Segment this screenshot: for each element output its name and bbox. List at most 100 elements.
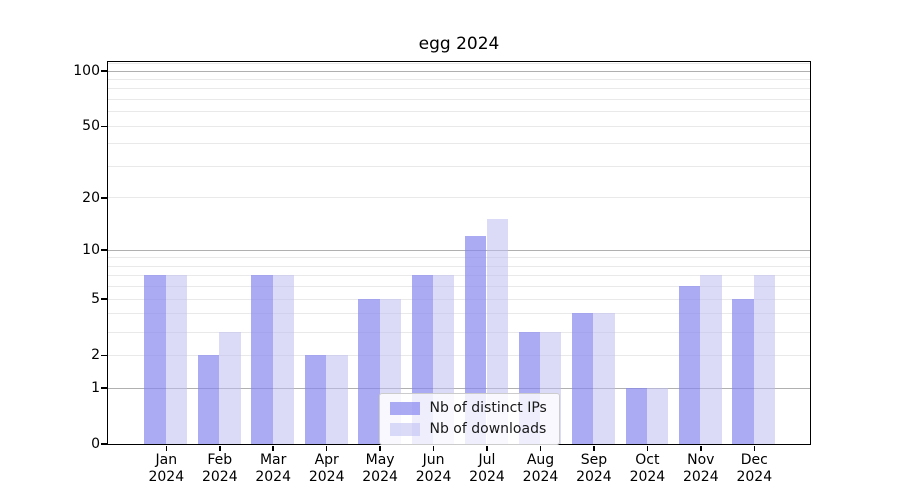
bar (165, 275, 188, 444)
x-tick-month: Sep (580, 452, 608, 468)
bar (219, 331, 241, 444)
x-tick-year: 2024 (522, 469, 559, 485)
x-tick-mark (219, 445, 221, 451)
x-tick-label: Aug 2024 (509, 452, 573, 486)
x-tick-mark (272, 445, 274, 451)
minor-gridline (107, 275, 810, 277)
y-tick-label: 50 (82, 118, 100, 135)
minor-gridline (107, 265, 810, 267)
y-tick-label: 100 (73, 63, 100, 79)
minor-gridline (107, 166, 810, 167)
x-tick-label: Apr 2024 (295, 452, 359, 486)
bar (272, 275, 295, 444)
bar (358, 298, 380, 444)
y-tick-mark (100, 249, 107, 251)
x-tick-month: Dec (740, 452, 768, 468)
minor-gridline (107, 88, 810, 90)
bar (144, 275, 166, 444)
y-tick-mark (100, 197, 107, 199)
bar (700, 275, 722, 444)
x-tick-month: Oct (635, 452, 660, 468)
x-tick-year: 2024 (201, 469, 238, 485)
minor-gridline (107, 286, 810, 288)
y-tick-mark (100, 354, 107, 356)
x-tick-mark (379, 445, 381, 451)
bar (251, 275, 273, 444)
x-tick-mark (325, 445, 328, 451)
x-tick-year: 2024 (415, 469, 452, 485)
gridlines-layer (107, 62, 810, 444)
minor-gridline (107, 298, 810, 300)
legend-item: Nb of distinct IPs (389, 399, 547, 418)
bar (646, 387, 669, 444)
y-tick-mark (100, 387, 107, 389)
x-tick-mark (700, 445, 702, 451)
y-tick-label: 0 (91, 436, 100, 452)
bar (197, 354, 220, 444)
minor-gridline (107, 354, 810, 356)
y-tick-mark (100, 443, 107, 445)
minor-gridline (107, 143, 810, 145)
x-tick-month: Aug (526, 452, 555, 468)
x-tick-mark (646, 445, 649, 451)
major-gridline (107, 387, 810, 389)
y-tick-mark (100, 125, 107, 127)
x-tick-year: 2024 (148, 469, 185, 485)
legend-swatch (389, 401, 420, 415)
minor-gridline (107, 257, 810, 259)
x-tick-month: May (365, 452, 395, 468)
minor-gridline (107, 111, 810, 113)
x-tick-label: Dec 2024 (722, 452, 786, 486)
y-tick-mark (100, 298, 107, 300)
minor-gridline (107, 313, 810, 315)
x-tick-month: Jan (155, 452, 178, 468)
x-tick-year: 2024 (576, 469, 612, 485)
x-tick-mark (432, 445, 435, 451)
legend: Nb of distinct IPs Nb of downloads (378, 392, 560, 445)
plot-area: Nb of distinct IPs Nb of downloads (106, 60, 811, 445)
y-tick-mark (100, 70, 107, 72)
minor-gridline (107, 78, 810, 80)
x-tick-month: Feb (207, 452, 233, 468)
x-tick-year: 2024 (308, 469, 345, 485)
bar (593, 313, 615, 444)
x-tick-mark (539, 445, 542, 451)
x-tick-year: 2024 (682, 469, 719, 485)
x-tick-label: Nov 2024 (669, 452, 733, 486)
x-tick-mark (593, 445, 595, 451)
x-tick-month: Jun (422, 452, 445, 468)
y-tick-label: 1 (91, 380, 100, 396)
bar (326, 354, 348, 444)
legend-label: Nb of distinct IPs (429, 399, 547, 416)
x-tick-mark (486, 445, 488, 451)
major-gridline (107, 70, 810, 72)
x-tick-month: Jul (478, 452, 496, 468)
chart-title: egg 2024 (418, 34, 500, 54)
bar (678, 286, 701, 444)
x-tick-month: Nov (687, 452, 715, 468)
minor-gridline (107, 331, 810, 333)
x-tick-label: Oct 2024 (615, 452, 679, 486)
minor-gridline (107, 197, 810, 199)
y-tick-label: 10 (82, 242, 100, 259)
x-tick-label: Mar 2024 (241, 452, 305, 486)
x-tick-year: 2024 (736, 469, 773, 485)
x-tick-label: Feb 2024 (188, 452, 252, 486)
y-tick-label: 2 (91, 347, 100, 364)
bars-layer (108, 62, 810, 444)
bar (486, 219, 508, 444)
x-tick-label: Jul 2024 (455, 452, 519, 486)
x-tick-year: 2024 (255, 469, 291, 485)
x-tick-mark (753, 445, 755, 451)
bar (465, 236, 487, 444)
legend-item: Nb of downloads (389, 420, 547, 439)
x-tick-label: Sep 2024 (562, 452, 626, 486)
x-tick-label: Jan 2024 (134, 452, 198, 486)
bar (625, 387, 647, 444)
x-tick-label: May 2024 (348, 452, 412, 486)
bar (572, 313, 594, 444)
x-tick-month: Mar (259, 452, 287, 468)
y-tick-label: 5 (91, 291, 100, 308)
minor-gridline (107, 99, 810, 100)
